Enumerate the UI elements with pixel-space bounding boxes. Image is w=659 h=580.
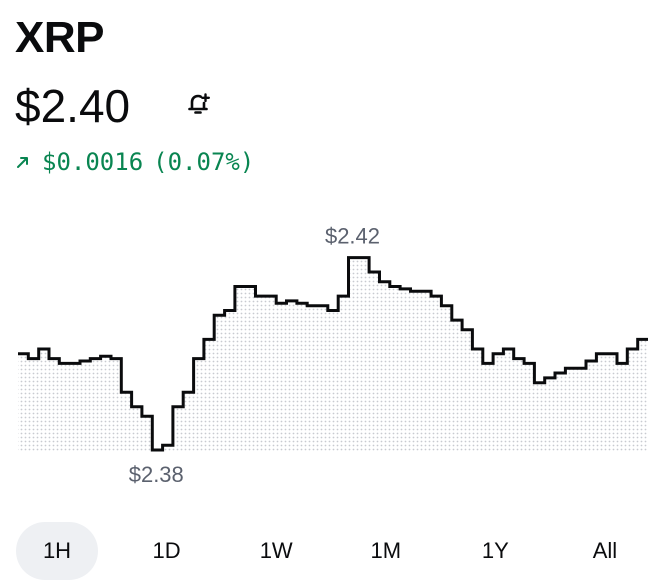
price-alert-button[interactable] (182, 88, 214, 120)
range-tab-all[interactable]: All (592, 538, 618, 563)
low-price-label: $2.38 (129, 462, 184, 487)
asset-name: XRP (15, 13, 104, 62)
chart-area (18, 257, 648, 452)
range-tab-1y[interactable]: 1Y (481, 538, 509, 563)
range-tab-1d[interactable]: 1D (152, 538, 181, 563)
high-price-label: $2.42 (325, 224, 380, 249)
price-chart[interactable]: $2.42 $2.38 (0, 200, 659, 500)
range-tab-1h[interactable]: 1H (16, 522, 98, 580)
current-price: $2.40 (15, 80, 131, 132)
price-line (18, 256, 648, 452)
time-range-selector: 1H 1D 1W 1M 1Y All (16, 522, 646, 580)
change-percent: (0.07%) (153, 148, 255, 176)
range-tab-1w[interactable]: 1W (259, 538, 293, 563)
price-change: $0.0016 (0.07%) (14, 148, 254, 176)
bell-plus-icon (188, 93, 210, 114)
arrow-up-right-icon (17, 157, 28, 168)
change-amount: $0.0016 (42, 148, 144, 176)
price-chart-svg: $2.42 $2.38 (18, 224, 648, 487)
range-tab-1m[interactable]: 1M (370, 538, 402, 563)
